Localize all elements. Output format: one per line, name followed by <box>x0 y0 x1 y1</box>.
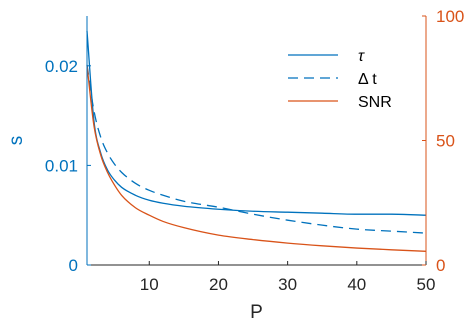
tau-series-line <box>86 30 427 216</box>
x-tick-label: 40 <box>347 275 366 294</box>
legend-label: Δ t <box>358 71 377 88</box>
x-axis-label: P <box>250 302 263 323</box>
x-tick-label: 30 <box>278 275 297 294</box>
right-y-tick-label: 0 <box>436 256 445 275</box>
x-tick-label: 20 <box>209 275 228 294</box>
delta-t-series-line <box>86 64 427 234</box>
right-y-tick-label: 50 <box>436 132 455 151</box>
left-y-tick-label: 0.01 <box>45 156 78 175</box>
left-y-tick-label: 0.02 <box>45 57 78 76</box>
right-y-tick-label: 100 <box>436 7 464 26</box>
legend-label: SNR <box>358 94 392 111</box>
left-y-tick-label: 0 <box>69 256 78 275</box>
legend: τ Δ t SNR <box>288 48 392 111</box>
plot-marks <box>86 30 427 252</box>
legend-label: τ <box>358 48 365 65</box>
snr-series-line <box>86 65 427 252</box>
left-y-axis-label: s <box>6 136 27 146</box>
x-tick-label: 50 <box>417 275 436 294</box>
x-tick-label: 10 <box>140 275 159 294</box>
